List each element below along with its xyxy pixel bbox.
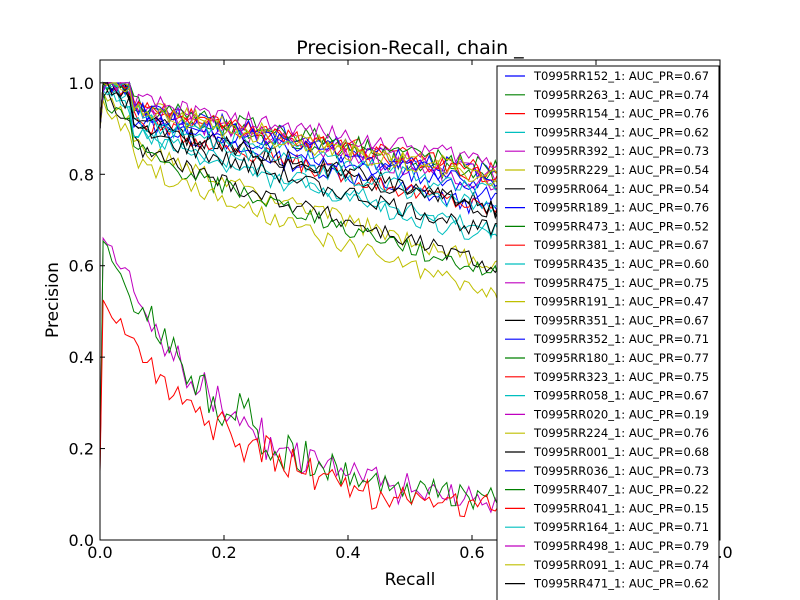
legend-entry: T0995RR473_1: AUC_PR=0.52 xyxy=(533,219,709,233)
legend-entry: T0995RR381_1: AUC_PR=0.67 xyxy=(533,238,709,252)
legend-entry: T0995RR164_1: AUC_PR=0.71 xyxy=(533,520,709,534)
chart-title: Precision-Recall, chain _ xyxy=(296,37,524,59)
legend-entry: T0995RR189_1: AUC_PR=0.76 xyxy=(533,201,709,215)
y-tick-label: 0.6 xyxy=(69,257,94,276)
x-axis-label: Recall xyxy=(385,570,436,590)
legend-entry: T0995RR407_1: AUC_PR=0.22 xyxy=(533,483,709,497)
legend-entry: T0995RR154_1: AUC_PR=0.76 xyxy=(533,107,709,121)
legend-entry: T0995RR351_1: AUC_PR=0.67 xyxy=(533,313,709,327)
legend-entry: T0995RR352_1: AUC_PR=0.71 xyxy=(533,332,709,346)
legend-entry: T0995RR041_1: AUC_PR=0.15 xyxy=(533,501,709,515)
legend-entry: T0995RR180_1: AUC_PR=0.77 xyxy=(533,351,709,365)
legend-entry: T0995RR091_1: AUC_PR=0.74 xyxy=(533,558,709,572)
legend-entry: T0995RR191_1: AUC_PR=0.47 xyxy=(533,295,709,309)
legend-entry: T0995RR344_1: AUC_PR=0.62 xyxy=(533,125,709,139)
legend-entry: T0995RR064_1: AUC_PR=0.54 xyxy=(533,182,709,196)
legend-entry: T0995RR036_1: AUC_PR=0.73 xyxy=(533,464,709,478)
x-tick-label: 0.6 xyxy=(459,543,484,562)
legend-entry: T0995RR392_1: AUC_PR=0.73 xyxy=(533,144,709,158)
y-axis-label: Precision xyxy=(43,262,63,338)
x-tick-label: 0.2 xyxy=(211,543,236,562)
legend-box xyxy=(496,65,720,600)
legend-entry: T0995RR471_1: AUC_PR=0.62 xyxy=(533,577,709,591)
legend-entry: T0995RR323_1: AUC_PR=0.75 xyxy=(533,370,709,384)
y-tick-label: 0.8 xyxy=(69,165,94,184)
legend-entry: T0995RR435_1: AUC_PR=0.60 xyxy=(533,257,709,271)
legend-entry: T0995RR001_1: AUC_PR=0.68 xyxy=(533,445,709,459)
legend-entry: T0995RR152_1: AUC_PR=0.67 xyxy=(533,69,709,83)
y-tick-label: 1.0 xyxy=(69,74,94,93)
y-tick-label: 0.0 xyxy=(69,531,94,550)
legend-entry: T0995RR224_1: AUC_PR=0.76 xyxy=(533,426,709,440)
legend-entry: T0995RR058_1: AUC_PR=0.67 xyxy=(533,389,709,403)
legend-entry: T0995RR498_1: AUC_PR=0.79 xyxy=(533,539,709,553)
legend-entry: T0995RR475_1: AUC_PR=0.75 xyxy=(533,276,709,290)
x-tick-label: 0.4 xyxy=(335,543,360,562)
legend: T0995RR152_1: AUC_PR=0.67 T0995RR263_1: A… xyxy=(496,65,720,600)
y-tick-label: 0.2 xyxy=(69,440,94,459)
axes-frame xyxy=(99,59,721,541)
y-tick-label: 0.4 xyxy=(69,348,94,367)
legend-entry: T0995RR229_1: AUC_PR=0.54 xyxy=(533,163,709,177)
legend-entry: T0995RR020_1: AUC_PR=0.19 xyxy=(533,407,709,421)
x-tick-label: 0.0 xyxy=(87,543,112,562)
legend-entry: T0995RR263_1: AUC_PR=0.74 xyxy=(533,88,709,102)
